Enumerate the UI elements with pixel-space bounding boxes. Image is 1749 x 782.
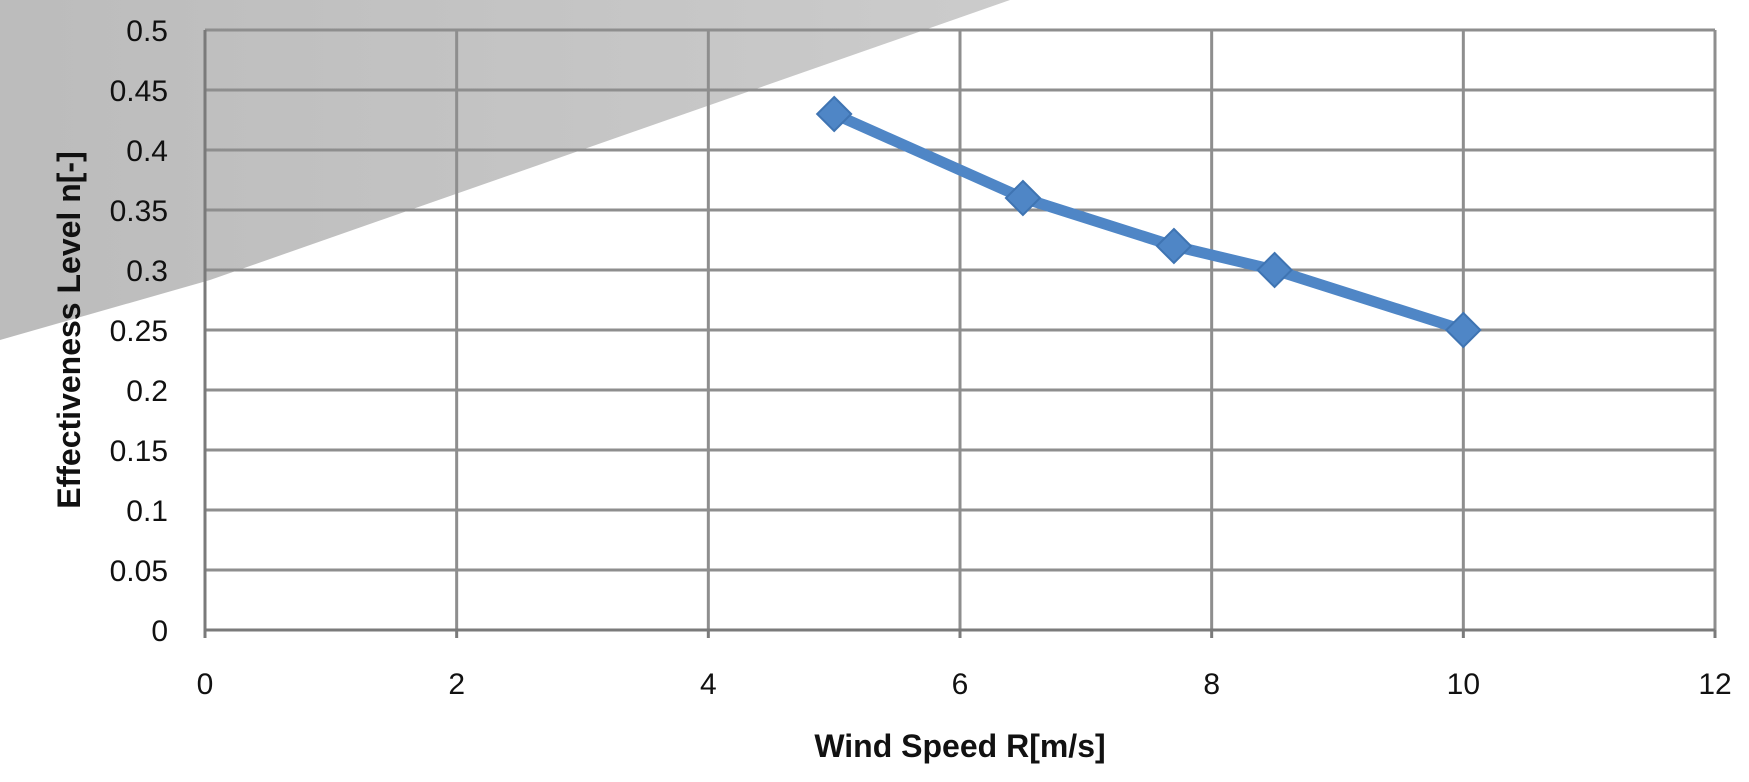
y-tick-label: 0.5 (126, 15, 168, 48)
data-point-marker (1256, 251, 1293, 289)
y-tick-label: 0.2 (126, 375, 168, 408)
data-point-marker (1155, 227, 1193, 265)
x-tick-label: 4 (700, 668, 717, 701)
series-group (815, 95, 1482, 349)
y-tick-label: 0.1 (126, 495, 168, 528)
data-point-marker (1004, 179, 1042, 217)
y-tick-label: 0.45 (110, 75, 168, 108)
y-tick-label: 0 (151, 615, 168, 648)
axes (203, 30, 1717, 638)
y-axis-title: Effectiveness Level n[-] (51, 151, 87, 508)
y-tick-label: 0.35 (110, 195, 168, 228)
x-tick-label: 6 (952, 668, 969, 701)
x-tick-label: 8 (1203, 668, 1220, 701)
background-shading (0, 0, 1010, 340)
x-tick-label: 10 (1447, 668, 1480, 701)
grid (205, 28, 1717, 630)
y-tick-label: 0.4 (126, 135, 168, 168)
y-tick-label: 0.15 (110, 435, 168, 468)
x-tick-labels: 0 2 4 6 8 10 12 (197, 668, 1732, 701)
y-tick-label: 0.3 (126, 255, 168, 288)
x-axis-title: Wind Speed R[m/s] (814, 728, 1105, 764)
y-tick-label: 0.05 (110, 555, 168, 588)
y-tick-label: 0.25 (110, 315, 168, 348)
x-tick-label: 0 (197, 668, 214, 701)
data-point-marker (815, 95, 853, 133)
y-tick-labels: 0 0.05 0.1 0.15 0.2 0.25 0.3 0.35 0.4 0.45 0.5 (110, 15, 168, 648)
x-tick-label: 12 (1698, 668, 1731, 701)
x-tick-label: 2 (448, 668, 465, 701)
data-point-marker (1444, 311, 1482, 349)
